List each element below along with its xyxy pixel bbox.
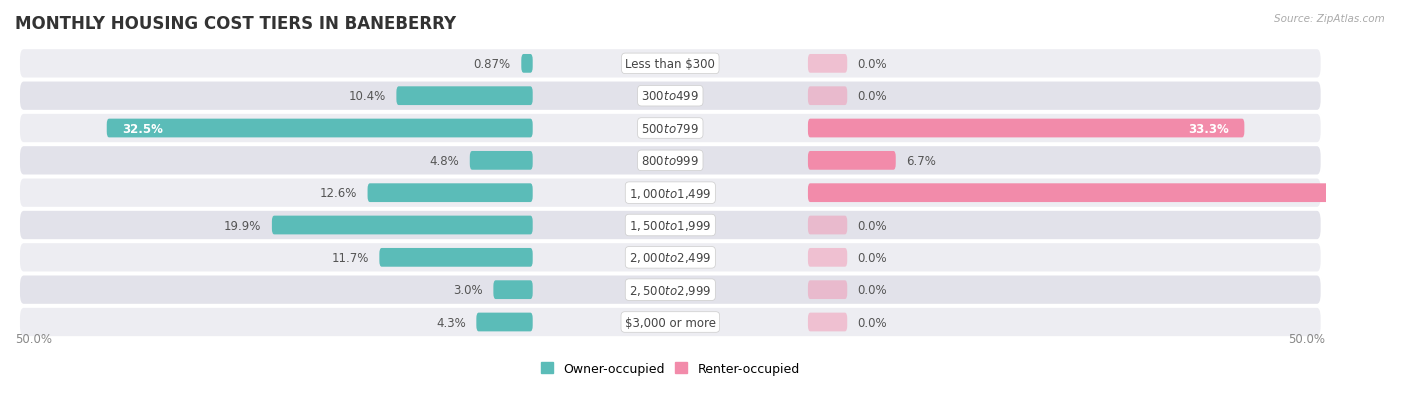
FancyBboxPatch shape bbox=[271, 216, 533, 235]
Text: $2,000 to $2,499: $2,000 to $2,499 bbox=[628, 251, 711, 265]
Text: 33.3%: 33.3% bbox=[1188, 122, 1229, 135]
FancyBboxPatch shape bbox=[808, 152, 896, 170]
FancyBboxPatch shape bbox=[477, 313, 533, 332]
Text: 50.0%: 50.0% bbox=[15, 332, 52, 345]
Text: $800 to $999: $800 to $999 bbox=[641, 154, 699, 167]
FancyBboxPatch shape bbox=[808, 119, 1244, 138]
FancyBboxPatch shape bbox=[470, 152, 533, 170]
Text: 0.0%: 0.0% bbox=[858, 58, 887, 71]
Text: 0.0%: 0.0% bbox=[858, 316, 887, 329]
FancyBboxPatch shape bbox=[808, 280, 848, 299]
Text: 4.8%: 4.8% bbox=[430, 154, 460, 167]
FancyBboxPatch shape bbox=[367, 184, 533, 202]
FancyBboxPatch shape bbox=[18, 307, 1322, 337]
FancyBboxPatch shape bbox=[18, 81, 1322, 112]
FancyBboxPatch shape bbox=[808, 313, 848, 332]
Text: 0.0%: 0.0% bbox=[858, 251, 887, 264]
Text: Less than $300: Less than $300 bbox=[626, 58, 716, 71]
FancyBboxPatch shape bbox=[107, 119, 533, 138]
FancyBboxPatch shape bbox=[18, 242, 1322, 273]
FancyBboxPatch shape bbox=[18, 178, 1322, 209]
FancyBboxPatch shape bbox=[380, 248, 533, 267]
Text: 0.0%: 0.0% bbox=[858, 219, 887, 232]
Text: 4.3%: 4.3% bbox=[436, 316, 465, 329]
FancyBboxPatch shape bbox=[18, 49, 1322, 79]
Text: 10.4%: 10.4% bbox=[349, 90, 385, 103]
FancyBboxPatch shape bbox=[808, 87, 848, 106]
Text: Source: ZipAtlas.com: Source: ZipAtlas.com bbox=[1274, 14, 1385, 24]
Text: 0.0%: 0.0% bbox=[858, 283, 887, 297]
Text: 0.0%: 0.0% bbox=[858, 90, 887, 103]
FancyBboxPatch shape bbox=[18, 210, 1322, 241]
Text: 46.7%: 46.7% bbox=[1364, 187, 1405, 200]
Text: $300 to $499: $300 to $499 bbox=[641, 90, 699, 103]
Text: $1,500 to $1,999: $1,500 to $1,999 bbox=[628, 218, 711, 233]
Text: MONTHLY HOUSING COST TIERS IN BANEBERRY: MONTHLY HOUSING COST TIERS IN BANEBERRY bbox=[15, 15, 456, 33]
FancyBboxPatch shape bbox=[808, 184, 1406, 202]
Text: 11.7%: 11.7% bbox=[332, 251, 368, 264]
FancyBboxPatch shape bbox=[494, 280, 533, 299]
FancyBboxPatch shape bbox=[18, 114, 1322, 144]
FancyBboxPatch shape bbox=[522, 55, 533, 74]
Text: 0.87%: 0.87% bbox=[474, 58, 510, 71]
Text: $2,500 to $2,999: $2,500 to $2,999 bbox=[628, 283, 711, 297]
Text: 50.0%: 50.0% bbox=[1289, 332, 1326, 345]
FancyBboxPatch shape bbox=[18, 146, 1322, 176]
Text: $500 to $799: $500 to $799 bbox=[641, 122, 699, 135]
Text: 3.0%: 3.0% bbox=[453, 283, 482, 297]
FancyBboxPatch shape bbox=[18, 275, 1322, 305]
Text: 19.9%: 19.9% bbox=[224, 219, 262, 232]
FancyBboxPatch shape bbox=[808, 55, 848, 74]
Text: $1,000 to $1,499: $1,000 to $1,499 bbox=[628, 186, 711, 200]
FancyBboxPatch shape bbox=[396, 87, 533, 106]
Text: 6.7%: 6.7% bbox=[907, 154, 936, 167]
FancyBboxPatch shape bbox=[808, 216, 848, 235]
Legend: Owner-occupied, Renter-occupied: Owner-occupied, Renter-occupied bbox=[536, 357, 804, 380]
Text: 12.6%: 12.6% bbox=[319, 187, 357, 200]
Text: 32.5%: 32.5% bbox=[122, 122, 163, 135]
Text: $3,000 or more: $3,000 or more bbox=[624, 316, 716, 329]
FancyBboxPatch shape bbox=[808, 248, 848, 267]
